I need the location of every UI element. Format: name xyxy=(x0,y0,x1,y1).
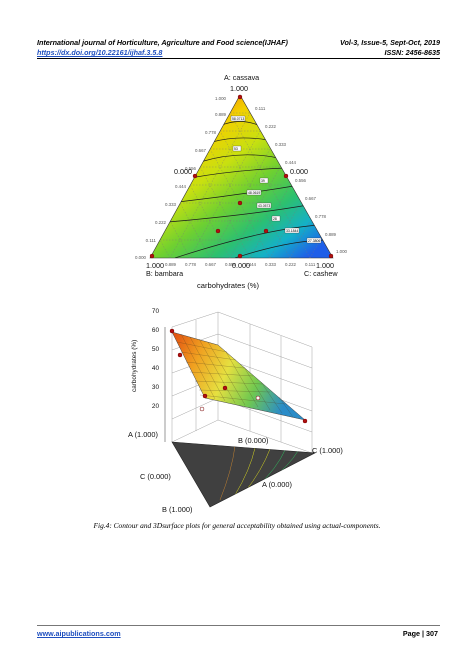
left-tick: 0.556 xyxy=(185,166,197,171)
z-tick: 50 xyxy=(152,346,160,353)
design-point xyxy=(328,253,334,259)
page-number: Page | 307 xyxy=(402,629,438,638)
left-tick: 0.667 xyxy=(195,148,207,153)
surface-mesh xyxy=(176,333,294,418)
left-tick-top: 1.000 xyxy=(215,96,227,101)
design-point xyxy=(237,200,243,206)
surface-label-b-bottom: B (1.000) xyxy=(162,505,192,514)
website-link[interactable]: www.aipublications.com xyxy=(37,629,121,638)
surface-label-b-top: B (0.000) xyxy=(238,436,268,445)
surface-plot-3d: 70 60 50 40 30 20 carbohydrates (%) xyxy=(128,308,343,514)
ternary-xlabel: carbohydrates (%) xyxy=(197,281,260,290)
left-tick: 0.778 xyxy=(205,130,217,135)
design-point xyxy=(215,228,221,234)
left-tick: 0.444 xyxy=(175,184,187,189)
bottom-tick: 0.667 xyxy=(205,262,217,267)
footer-divider xyxy=(37,625,440,626)
surface-point xyxy=(199,406,205,412)
issn-info: ISSN: 2456-8635 xyxy=(384,48,440,57)
vertex-b-value: 1.000 xyxy=(146,261,164,270)
design-point xyxy=(237,94,243,100)
bottom-tick: 0.778 xyxy=(185,262,197,267)
left-tick: 0.111 xyxy=(146,238,157,243)
vertex-b-label: B: bambara xyxy=(146,269,183,278)
contour-label-1: 58.0713 xyxy=(232,117,244,121)
base-triangle xyxy=(171,441,317,508)
z-tick: 30 xyxy=(152,384,160,391)
bottom-mid-value: 0.000 xyxy=(232,261,250,270)
right-tick: 0.556 xyxy=(295,178,307,183)
doi-link[interactable]: https://dx.doi.org/10.22161/ijhaf.3.5.8 xyxy=(37,48,163,57)
surface-label-c-left: C (0.000) xyxy=(140,472,171,481)
design-points xyxy=(149,94,334,259)
z-tick: 40 xyxy=(152,365,160,372)
surface-point xyxy=(177,352,183,358)
right-tick: 0.778 xyxy=(315,214,327,219)
surface-label-c-right: C (1.000) xyxy=(312,446,343,455)
ternary-contour-plot: 58.0713 53 48.0619 43.0573 39 33.1844 28… xyxy=(135,73,348,290)
surface-base xyxy=(171,441,317,508)
bottom-tick: 0.111 xyxy=(305,262,316,267)
design-point xyxy=(283,173,289,179)
surface-point xyxy=(202,393,208,399)
surface-vertex-labels: A (1.000) B (0.000) C (1.000) C (0.000) … xyxy=(128,430,343,514)
journal-title: International journal of Horticulture, A… xyxy=(37,38,288,47)
right-tick: 0.889 xyxy=(325,232,337,237)
contour-label-8: 27.3806 xyxy=(308,239,320,243)
right-tick: 0.333 xyxy=(275,142,287,147)
surface-point xyxy=(255,395,261,401)
right-tick: 0.222 xyxy=(265,124,277,129)
vertex-a-value: 1.000 xyxy=(230,84,248,93)
header-divider xyxy=(37,58,440,59)
ternary-ticks: 1.000 0.889 0.778 0.667 0.556 0.444 0.33… xyxy=(135,96,348,267)
right-tick-bottom: 1.000 xyxy=(336,249,348,254)
design-point xyxy=(263,228,269,234)
design-point xyxy=(192,173,198,179)
contour-label-2: 53 xyxy=(234,147,238,151)
ternary-grid xyxy=(159,112,323,258)
surface-label-a-bottom: A (0.000) xyxy=(262,480,292,489)
bottom-tick: 0.556 xyxy=(225,262,237,267)
left-tick-bottom: 0.000 xyxy=(135,255,147,260)
z-tick: 60 xyxy=(152,327,160,334)
volume-info: Vol-3, Issue-5, Sept-Oct, 2019 xyxy=(340,38,440,47)
left-mid-value: 0.000 xyxy=(174,167,192,176)
left-tick: 0.889 xyxy=(215,112,227,117)
figure-caption: Fig.4: Contour and 3Dsurface plots for g… xyxy=(93,521,381,530)
surface-label-a: A (1.000) xyxy=(128,430,158,439)
contour-label-3: 48.0619 xyxy=(248,191,260,195)
bottom-tick: 0.333 xyxy=(265,262,277,267)
contour-labels: 58.0713 53 48.0619 43.0573 39 33.1844 28… xyxy=(230,115,322,244)
right-tick: 0.444 xyxy=(285,160,297,165)
vertex-c-value: 1.000 xyxy=(316,261,334,270)
design-point xyxy=(237,253,243,259)
contour-label-6: 33.1844 xyxy=(286,229,298,233)
vertex-c-label: C: cashew xyxy=(304,269,338,278)
surface-point xyxy=(222,385,228,391)
surface-points xyxy=(169,328,308,424)
right-mid-value: 0.000 xyxy=(290,167,308,176)
z-axis: 70 60 50 40 30 20 carbohydrates (%) xyxy=(131,308,166,442)
right-tick: 0.111 xyxy=(255,106,266,111)
response-surface xyxy=(171,331,306,421)
bottom-tick: 0.222 xyxy=(285,262,297,267)
vertex-a-label: A: cassava xyxy=(224,73,259,82)
surface-point xyxy=(302,418,308,424)
ternary-labels: A: cassava 1.000 0.000 0.000 1.000 0.000… xyxy=(146,73,338,290)
contour-label-7: 28 xyxy=(273,217,277,221)
z-axis-label: carbohydrates (%) xyxy=(131,340,138,392)
z-tick: 20 xyxy=(152,403,160,410)
z-tick: 70 xyxy=(152,308,160,315)
contour-label-4: 43.0573 xyxy=(258,204,270,208)
contour-label-5: 39 xyxy=(261,179,265,183)
left-tick: 0.222 xyxy=(155,220,167,225)
surface-point xyxy=(169,328,175,334)
design-point xyxy=(149,253,155,259)
right-tick: 0.667 xyxy=(305,196,317,201)
left-tick: 0.333 xyxy=(165,202,177,207)
bottom-tick: 0.889 xyxy=(165,262,177,267)
bottom-tick: 0.444 xyxy=(245,262,257,267)
